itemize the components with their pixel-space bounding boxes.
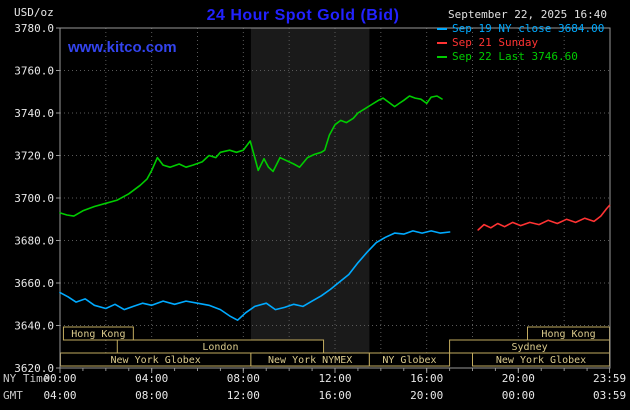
session-box [62, 326, 134, 341]
units-label: USD/oz [14, 6, 54, 19]
y-tick-label: 3700.0 [14, 192, 54, 205]
x-tick-label-ny: 00:00 [43, 372, 76, 385]
legend-label: Sep 19 NY close 3684.00 [452, 22, 604, 35]
x-tick-label-gmt: 20:00 [410, 389, 443, 402]
legend-swatch [437, 28, 447, 30]
x-tick-label-ny: 04:00 [135, 372, 168, 385]
ny-time-row-label: NY Time [3, 372, 49, 385]
x-tick-label-gmt: 16:00 [318, 389, 351, 402]
session-label: Hong Kong [71, 329, 125, 340]
legend-label: Sep 22 Last 3746.60 [452, 50, 578, 63]
series-line-3 [59, 95, 443, 217]
session-label: New York NYMEX [268, 355, 352, 366]
x-tick-label-ny: 23:59 [593, 372, 626, 385]
session-label: Sydney [512, 342, 548, 353]
series-line-1 [59, 230, 451, 322]
series-line-2 [477, 204, 611, 231]
session-label: London [202, 342, 238, 353]
y-tick-label: 3660.0 [14, 277, 54, 290]
y-tick-label: 3720.0 [14, 150, 54, 163]
legend-label: Sep 21 Sunday [452, 36, 538, 49]
session-label: New York Globex [496, 355, 586, 366]
x-tick-label-ny: 20:00 [502, 372, 535, 385]
y-tick-label: 3780.0 [14, 22, 54, 35]
session-label: Hong Kong [541, 329, 595, 340]
session-box [368, 352, 451, 367]
y-tick-label: 3760.0 [14, 65, 54, 78]
y-tick-label: 3740.0 [14, 107, 54, 120]
y-tick-label: 3640.0 [14, 320, 54, 333]
x-tick-label-ny: 08:00 [227, 372, 260, 385]
x-tick-label-gmt: 03:59 [593, 389, 626, 402]
legend-swatch [437, 56, 447, 58]
chart-title: 24 Hour Spot Gold (Bid) [207, 7, 400, 24]
gmt-row-label: GMT [3, 389, 23, 402]
kitco-watermark: www.kitco.com [67, 39, 177, 56]
chart-generated-layer: Hong Kong Hong Kong London Sydney New York G… [14, 22, 626, 402]
session-label: NY Globex [382, 355, 436, 366]
x-tick-label-gmt: 08:00 [135, 389, 168, 402]
x-tick-label-gmt: 12:00 [227, 389, 260, 402]
session-label: New York Globex [111, 355, 201, 366]
legend-swatch [437, 42, 447, 44]
y-tick-label: 3620.0 [14, 362, 54, 375]
x-tick-label-ny: 16:00 [410, 372, 443, 385]
chart-datetime: September 22, 2025 16:40 [448, 8, 607, 21]
x-tick-label-ny: 12:00 [318, 372, 351, 385]
y-tick-label: 3680.0 [14, 235, 54, 248]
nymex-hours-band [250, 28, 370, 368]
x-tick-label-gmt: 04:00 [43, 389, 76, 402]
x-tick-label-gmt: 00:00 [502, 389, 535, 402]
